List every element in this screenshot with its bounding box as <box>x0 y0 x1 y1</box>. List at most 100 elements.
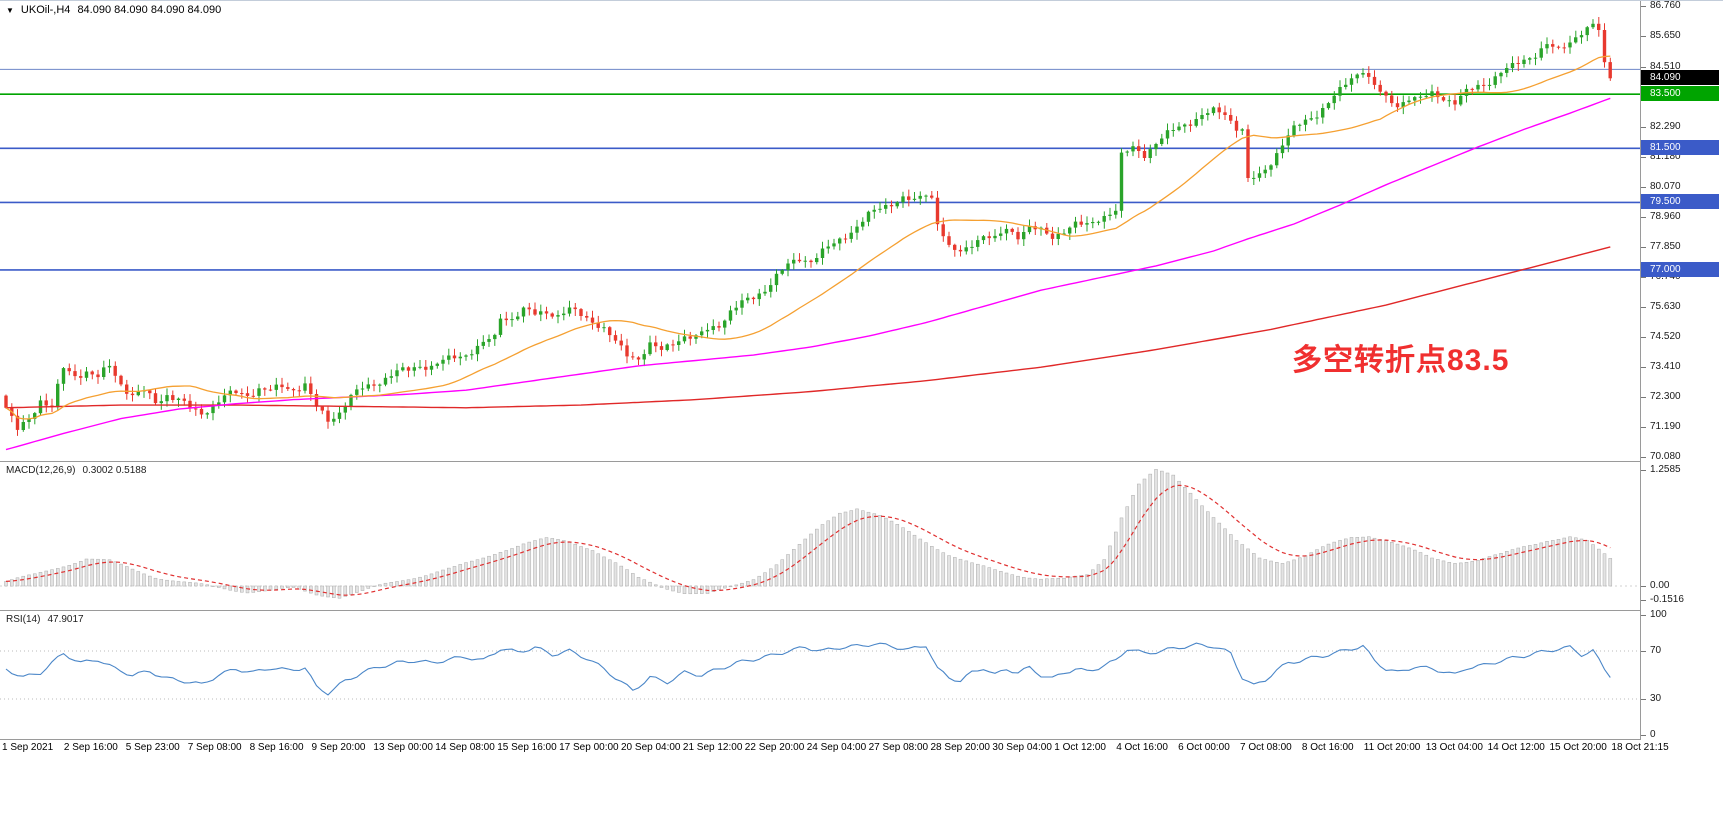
rsi-value: 47.9017 <box>47 614 84 625</box>
time-label: 8 Oct 16:00 <box>1301 742 1354 753</box>
time-label: 24 Sep 04:00 <box>806 742 867 753</box>
scale-tick-mark <box>1641 247 1646 248</box>
chart-expand-icon[interactable]: ▼ <box>6 5 14 15</box>
scale-tick-label: 73.410 <box>1650 361 1681 372</box>
scale-tick-mark <box>1641 651 1646 652</box>
scale-tick-mark <box>1641 699 1646 700</box>
macd-values: 0.3002 0.5188 <box>82 465 147 476</box>
scale-tick-mark <box>1641 6 1646 7</box>
time-label: 20 Sep 04:00 <box>621 742 681 753</box>
time-label: 14 Oct 12:00 <box>1487 742 1545 753</box>
time-label: 17 Sep 00:00 <box>559 742 619 753</box>
macd-histogram <box>4 469 1613 599</box>
chart-symbol-period: UKOil-,H4 <box>20 4 71 16</box>
candles <box>4 17 1612 436</box>
time-label: 6 Oct 00:00 <box>1178 742 1230 753</box>
time-label: 14 Sep 08:00 <box>435 742 495 753</box>
time-label: 1 Oct 12:00 <box>1054 742 1106 753</box>
macd-title: MACD(12,26,9) 0.3002 0.5188 <box>6 465 146 476</box>
panel-divider <box>0 461 1723 462</box>
rsi-line <box>5 642 1611 696</box>
scale-tick-mark <box>1641 427 1646 428</box>
scale-tick-mark <box>1641 217 1646 218</box>
time-label: 15 Sep 16:00 <box>497 742 557 753</box>
scale-tick-label: 72.300 <box>1650 391 1681 402</box>
scale-tick-mark <box>1641 397 1646 398</box>
time-label: 5 Sep 23:00 <box>125 742 180 753</box>
scale-tick-label: 0 <box>1650 729 1656 740</box>
time-label: 9 Sep 20:00 <box>311 742 366 753</box>
scale-tick-label: 80.070 <box>1650 181 1681 192</box>
scale-tick-mark <box>1641 337 1646 338</box>
scale-tick-label: 0.00 <box>1650 580 1670 591</box>
scale-tick-mark <box>1641 470 1646 471</box>
time-label: 4 Oct 16:00 <box>1116 742 1168 753</box>
annotation-text: 多空转折点83.5 <box>1292 344 1510 377</box>
level-badge-81500: 81.500 <box>1641 140 1719 155</box>
window-background <box>0 756 1723 838</box>
chart-ohlc-values: 84.090 84.090 84.090 84.090 <box>77 4 222 16</box>
panel-divider <box>0 610 1723 611</box>
scale-tick-label: 100 <box>1650 609 1667 620</box>
time-axis[interactable]: 1 Sep 2021 2 Sep 16:00 5 Sep 23:00 7 Sep 08… <box>0 740 1723 756</box>
scale-tick-label: 86.760 <box>1650 0 1681 11</box>
time-label: 11 Oct 20:00 <box>1363 742 1421 753</box>
time-label: 21 Sep 12:00 <box>682 742 743 753</box>
scale-tick-label: 78.960 <box>1650 211 1681 222</box>
scale-tick-mark <box>1641 367 1646 368</box>
time-label: 13 Sep 00:00 <box>373 742 433 753</box>
scale-tick-mark <box>1641 36 1646 37</box>
scale-tick-mark <box>1641 457 1646 458</box>
price-scale[interactable]: 86.760 85.650 84.510 82.290 81.180 80.070 78.9… <box>1641 1 1723 755</box>
time-label: 28 Sep 20:00 <box>930 742 991 753</box>
scale-tick-label: 77.850 <box>1650 241 1681 252</box>
macd-panel[interactable]: MACD(12,26,9) 0.3002 0.5188 <box>0 462 1640 610</box>
scale-tick-mark <box>1641 307 1646 308</box>
price-chart-panel[interactable]: ▼ UKOil-,H4 84.090 84.090 84.090 84.090 … <box>0 1 1640 461</box>
scale-tick-label: 81.180 <box>1650 151 1681 162</box>
scale-tick-label: 70.080 <box>1650 451 1681 462</box>
ma-fast-line <box>5 55 1611 420</box>
time-label: 13 Oct 04:00 <box>1425 742 1483 753</box>
time-label: 8 Sep 16:00 <box>249 742 304 753</box>
ma-slow-line <box>5 246 1611 409</box>
scale-divider <box>1640 1 1641 755</box>
rsi-panel[interactable]: RSI(14) 47.9017 <box>0 611 1640 739</box>
price-chart-canvas[interactable] <box>0 1 1640 461</box>
scale-tick-label: 30 <box>1650 693 1662 704</box>
scale-tick-mark <box>1641 615 1646 616</box>
time-label: 22 Sep 20:00 <box>744 742 805 753</box>
scale-tick-label: 75.630 <box>1650 301 1681 312</box>
scale-tick-mark <box>1641 157 1646 158</box>
scale-tick-mark <box>1641 600 1646 601</box>
chart-title: ▼ UKOil-,H4 84.090 84.090 84.090 84.090 <box>6 4 221 16</box>
level-badge-79500: 79.500 <box>1641 194 1719 209</box>
scale-tick-label: -0.1516 <box>1650 594 1684 605</box>
scale-tick-label: 84.510 <box>1650 61 1681 72</box>
rsi-canvas[interactable] <box>0 611 1640 739</box>
time-label: 30 Sep 04:00 <box>992 742 1052 753</box>
scale-tick-mark <box>1641 735 1646 736</box>
rsi-label: RSI(14) <box>6 614 41 625</box>
scale-tick-mark <box>1641 277 1646 278</box>
rsi-title: RSI(14) 47.9017 <box>6 614 84 625</box>
panel-divider <box>0 739 1723 740</box>
time-label: 27 Sep 08:00 <box>868 742 929 753</box>
scale-tick-label: 71.190 <box>1650 421 1681 432</box>
time-label: 18 Oct 21:15 <box>1611 742 1669 753</box>
macd-label: MACD(12,26,9) <box>6 465 76 476</box>
time-label: 2 Sep 16:00 <box>63 742 118 753</box>
scale-tick-label: 85.650 <box>1650 30 1681 41</box>
time-label: 1 Sep 2021 <box>2 742 54 753</box>
level-badge-77000: 77.000 <box>1641 262 1719 277</box>
scale-tick-label: 82.290 <box>1650 121 1681 132</box>
scale-tick-mark <box>1641 187 1646 188</box>
scale-tick-label: 70 <box>1650 645 1662 656</box>
macd-canvas[interactable] <box>0 462 1640 610</box>
time-label: 15 Oct 20:00 <box>1549 742 1607 753</box>
time-label: 7 Sep 08:00 <box>187 742 242 753</box>
scale-tick-mark <box>1641 127 1646 128</box>
current-price-badge: 84.090 <box>1641 70 1719 85</box>
level-badge-83500: 83.500 <box>1641 86 1719 101</box>
